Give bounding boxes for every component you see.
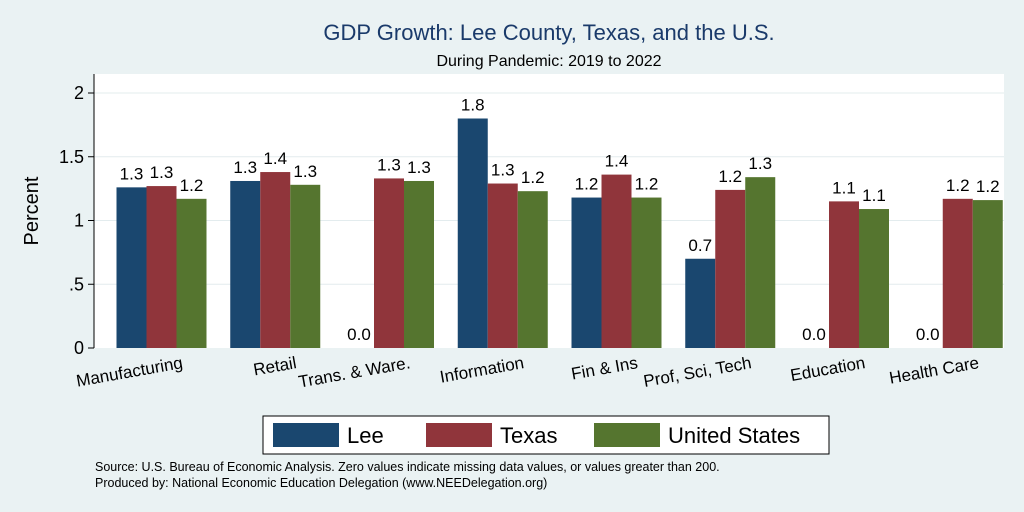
category-label: Fin & Ins: [570, 353, 639, 383]
bar-value-label: 1.1: [832, 178, 856, 197]
bar-value-label: 0.0: [802, 325, 826, 344]
bar: [571, 197, 602, 348]
legend-swatch: [426, 423, 492, 447]
category-labels: Manufacturing Retail Trans. & Ware. Informa…: [75, 353, 981, 391]
bar: [601, 174, 632, 348]
bar-value-label: 1.3: [150, 163, 174, 182]
bar-value-label: 1.4: [263, 149, 287, 168]
bar-value-label: 1.3: [377, 155, 401, 174]
bar: [116, 187, 147, 348]
bar: [146, 186, 177, 348]
legend-label: Texas: [500, 423, 557, 448]
bar: [230, 180, 261, 348]
y-tick-label: 2: [74, 83, 84, 103]
bar-value-label: 1.2: [635, 175, 659, 194]
legend-box: [262, 415, 830, 455]
bar-value-label: 1.1: [862, 186, 886, 205]
category-label: Trans. & Ware.: [297, 353, 412, 391]
bar-series: [116, 118, 1003, 348]
legend-label: Lee: [347, 423, 384, 448]
bar: [374, 178, 404, 348]
bar-value-label: 1.3: [748, 154, 772, 173]
legend-label: United States: [668, 423, 800, 448]
bar: [457, 118, 488, 348]
bar: [517, 191, 548, 348]
source-note: Source: U.S. Bureau of Economic Analysis…: [95, 460, 720, 474]
y-axis-label: Percent: [21, 176, 43, 245]
bar-value-label: 1.2: [180, 176, 204, 195]
bar: [260, 172, 291, 348]
chart-title: GDP Growth: Lee County, Texas, and the U…: [323, 20, 774, 45]
bar-value-label: 1.2: [521, 168, 545, 187]
bar: [829, 201, 859, 348]
bar: [404, 180, 434, 348]
bar-value-label: 1.4: [605, 152, 629, 171]
category-label: Prof, Sci, Tech: [642, 353, 753, 391]
bar-value-label: 1.3: [233, 158, 257, 177]
y-tick-label: .5: [69, 274, 84, 294]
category-label: Information: [438, 353, 525, 386]
bar: [942, 198, 973, 348]
bar-value-label: 1.3: [120, 164, 144, 183]
y-tick-label: 0: [74, 338, 84, 358]
chart-subtitle: During Pandemic: 2019 to 2022: [436, 53, 661, 70]
bar: [290, 184, 321, 348]
bar: [715, 189, 746, 348]
bar-value-label: 1.3: [491, 161, 515, 180]
category-label: Education: [789, 353, 867, 385]
category-label: Health Care: [888, 353, 981, 387]
bar: [972, 200, 1003, 348]
category-label: Manufacturing: [75, 353, 184, 390]
bar-value-label: 1.3: [293, 162, 317, 181]
bar: [745, 177, 776, 348]
bar: [859, 209, 889, 348]
bar: [487, 183, 518, 348]
bar-value-label: 1.3: [407, 158, 431, 177]
category-label: Retail: [252, 353, 298, 379]
bar-value-label: 1.2: [946, 176, 970, 195]
y-tick-label: 1.5: [59, 147, 84, 167]
legend-swatch: [273, 423, 339, 447]
bar-value-label: 0.7: [688, 236, 712, 255]
bar: [685, 258, 716, 348]
bar: [176, 198, 207, 348]
bar-value-label: 1.2: [718, 167, 742, 186]
legend: Lee Texas United States: [262, 415, 830, 455]
bar-value-label: 1.2: [575, 175, 599, 194]
bar: [631, 197, 662, 348]
y-axis-ticks: 0 .5 1 1.5 2: [59, 83, 94, 358]
y-tick-label: 1: [74, 211, 84, 231]
bar-value-label: 0.0: [347, 325, 371, 344]
value-labels: 1.3 1.3 1.2 1.3 1.4 1.3 0.0 1.3 1.3 1.8 1.3 1.2 1.2 1…: [120, 96, 1000, 345]
bar-value-label: 1.2: [976, 177, 1000, 196]
bar-value-label: 0.0: [916, 325, 940, 344]
producer-note: Produced by: National Economic Education…: [95, 476, 547, 490]
bar-value-label: 1.8: [461, 96, 485, 115]
legend-swatch: [594, 423, 660, 447]
